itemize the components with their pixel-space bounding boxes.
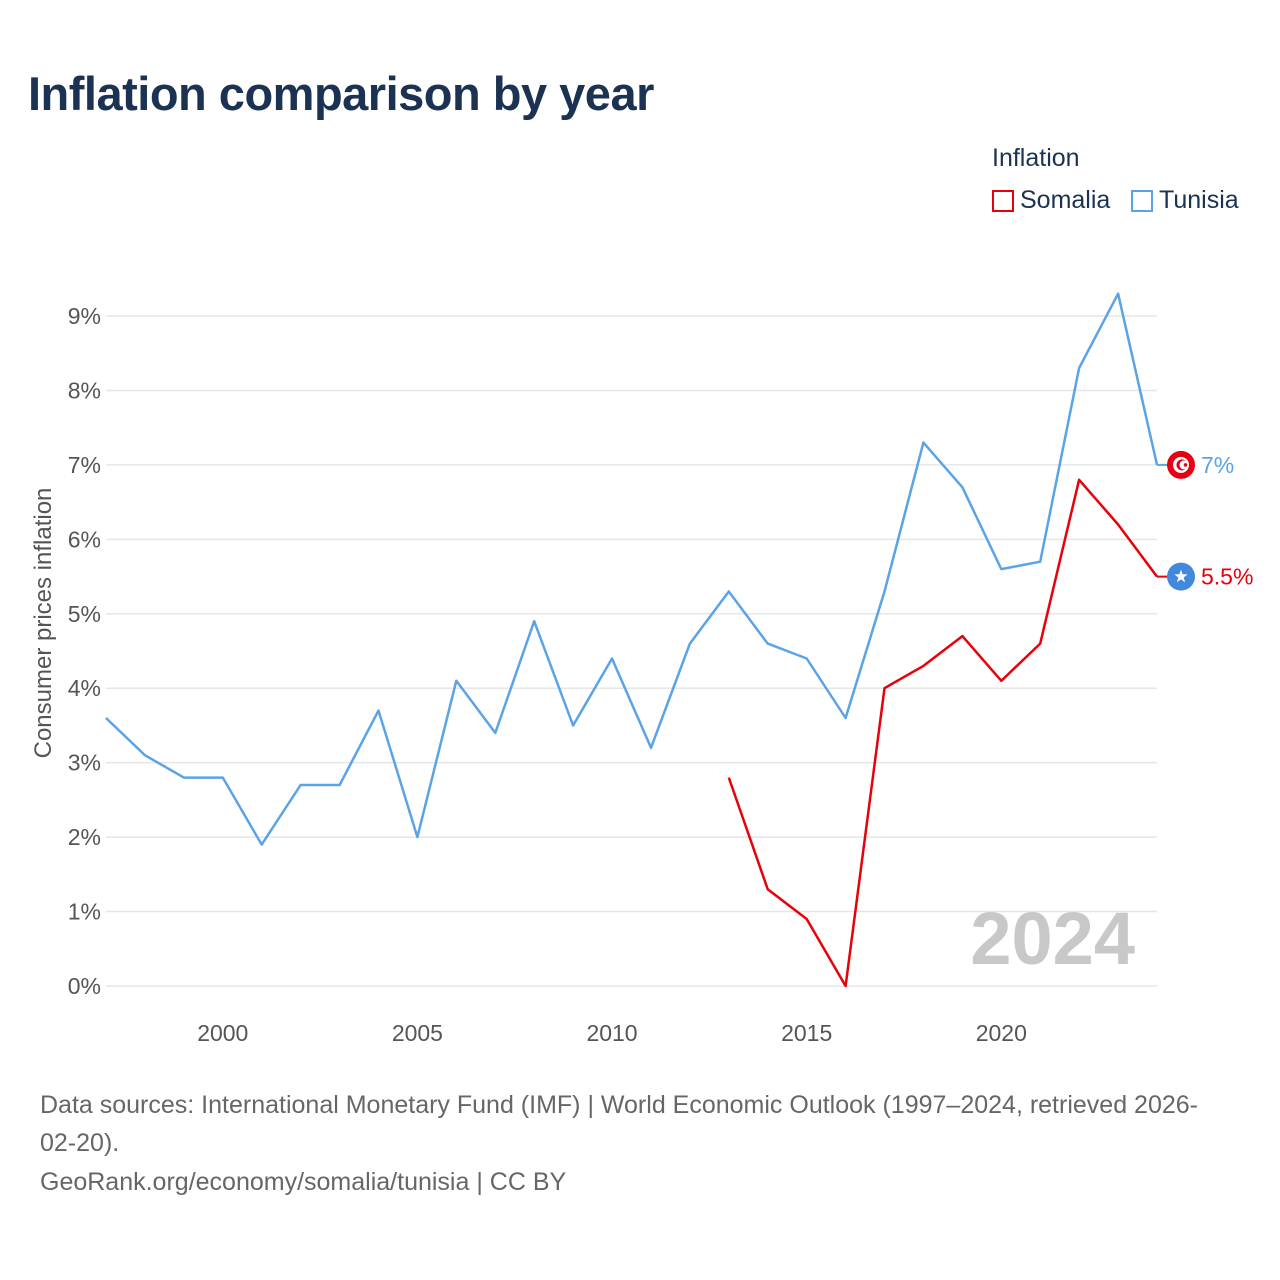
year-watermark: 2024 [970,897,1135,980]
series-lines [105,292,1159,988]
y-tick-label: 7% [68,452,101,478]
y-tick-label: 3% [68,750,101,776]
legend-swatch-somalia [992,189,1014,212]
end-labels: 7% 5.5% [1157,450,1253,591]
x-tick-label: 2015 [781,1020,832,1046]
y-tick-label: 4% [68,675,101,701]
tunisia-flag-icon [1167,450,1195,479]
end-value-label-somalia: 5.5% [1201,564,1253,590]
series-line-tunisia[interactable] [105,292,1159,846]
x-tick-label: 2020 [976,1020,1027,1046]
legend-label-tunisia: Tunisia [1159,186,1239,214]
footer-sources-line1: Data sources: International Monetary Fun… [40,1091,1198,1119]
legend-label-somalia: Somalia [1020,186,1111,214]
y-tick-label: 0% [68,973,101,999]
x-tick-label: 2000 [197,1020,248,1046]
legend-title: Inflation [992,144,1080,172]
y-axis-label: Consumer prices inflation [30,488,57,759]
y-tick-label: 9% [68,303,101,329]
y-axis-ticks: 0% 1% 2% 3% 4% 5% 6% 7% 8% 9% [68,303,101,999]
end-value-label-tunisia: 7% [1201,452,1234,478]
somalia-flag-icon [1167,562,1195,591]
y-tick-label: 8% [68,377,101,403]
legend-item-somalia[interactable]: Somalia [992,186,1110,215]
x-tick-label: 2010 [586,1020,637,1046]
chart-title: Inflation comparison by year [28,67,654,120]
x-tick-label: 2005 [392,1020,443,1046]
y-tick-label: 6% [68,526,101,552]
footer-credit-link[interactable]: GeoRank.org/economy/somalia/tunisia | CC… [40,1168,567,1196]
footer-sources-line2: 02-20). [40,1129,120,1157]
x-axis-ticks: 2000 2005 2010 2015 2020 [197,1020,1027,1046]
y-tick-label: 5% [68,601,101,627]
legend-swatch-tunisia [1131,189,1153,212]
y-tick-label: 2% [68,824,101,850]
series-line-somalia[interactable] [727,478,1159,988]
legend-item-tunisia[interactable]: Tunisia [1131,186,1239,215]
y-tick-label: 1% [68,899,101,925]
gridlines [106,315,1157,987]
